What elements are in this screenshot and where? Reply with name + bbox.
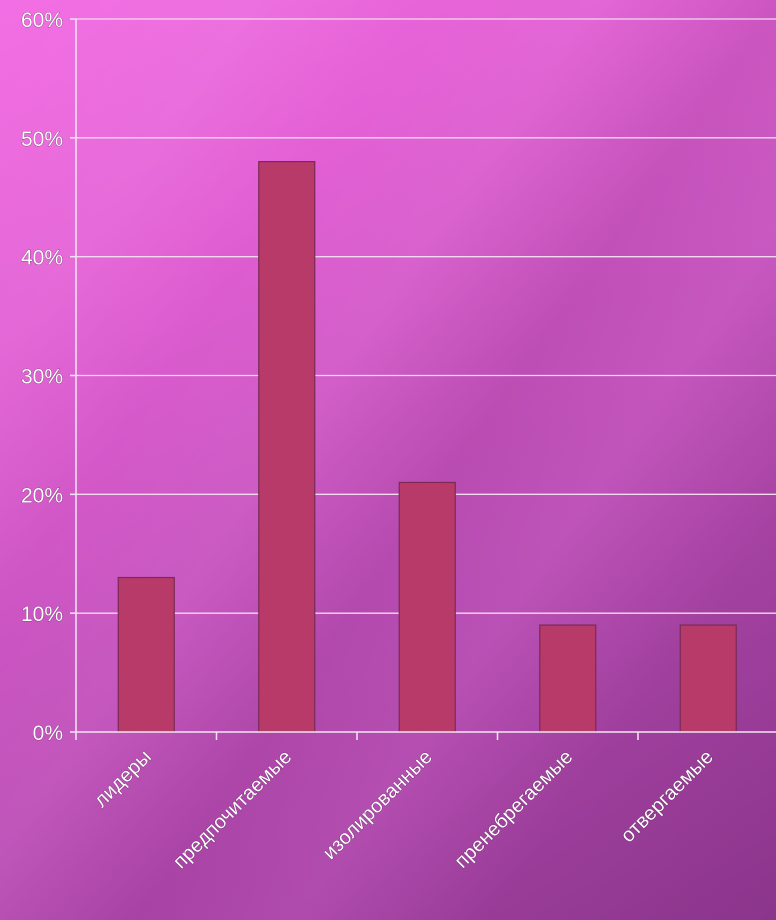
y-tick-label: 20% [21,484,63,507]
y-tick-label: 30% [21,366,63,389]
y-axis-tick-labels: 0% 10% 20% 30% 40% 50% 60% [21,9,64,746]
x-axis-category-labels: лидеры предпочитаемые изолированные пренебр… [90,746,718,874]
x-category-label: изолированные [319,746,437,864]
y-tick-label: 40% [21,247,63,270]
y-tick-label: 0% [33,722,63,745]
x-category-label: пренебрегаемые [451,746,578,873]
y-tick-label: 60% [21,9,63,32]
bar [539,624,597,733]
y-tick-label: 10% [21,603,63,626]
axes [70,18,776,740]
bar [258,161,316,733]
gridlines [76,18,776,614]
y-tick-label: 50% [21,128,63,151]
bars [117,161,737,733]
bar [398,481,456,733]
x-category-label: предпочитаемые [169,746,296,873]
x-category-label: лидеры [90,746,156,812]
bar [117,576,175,733]
x-category-label: отвергаемые [617,746,718,847]
bar [679,624,737,733]
